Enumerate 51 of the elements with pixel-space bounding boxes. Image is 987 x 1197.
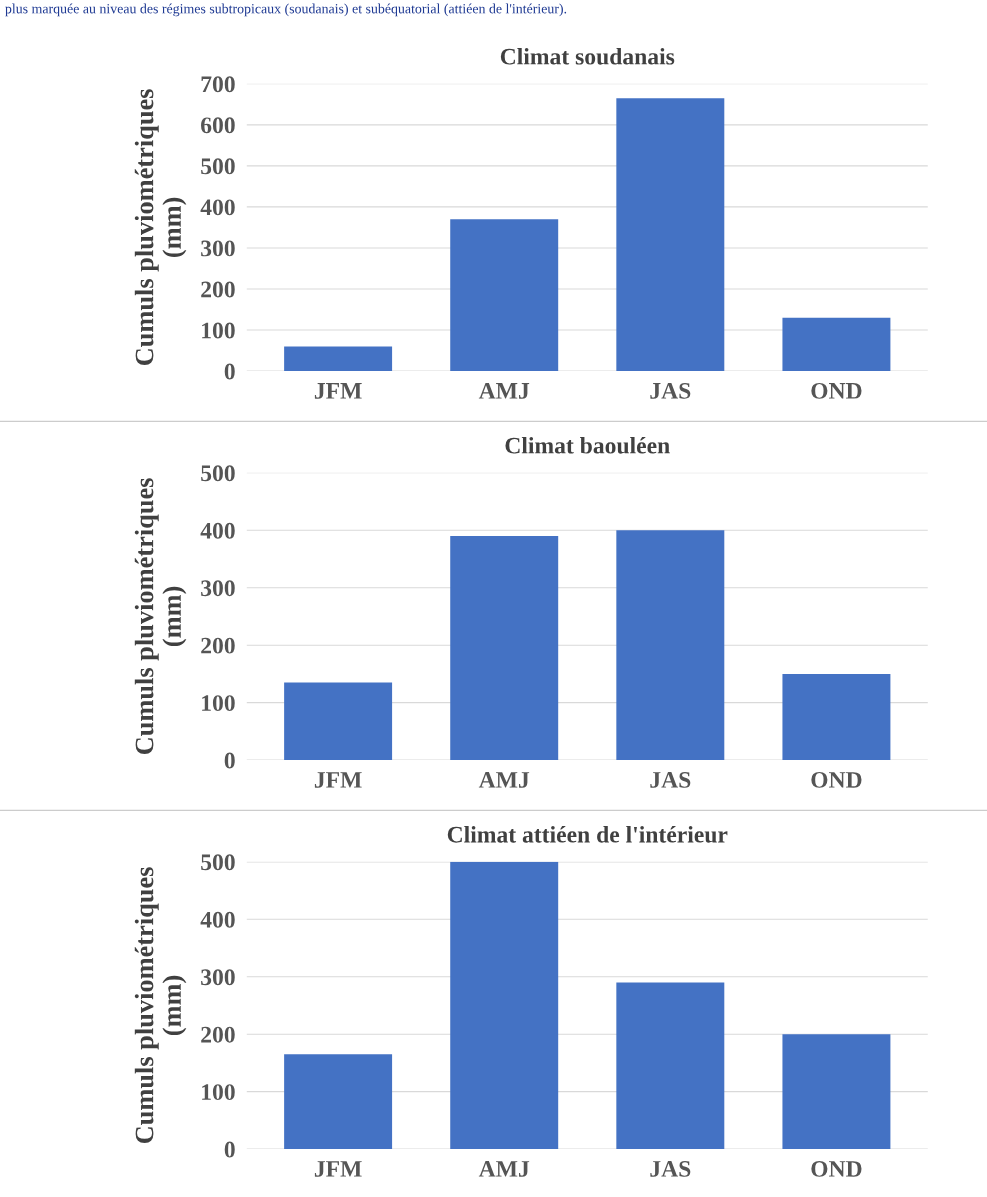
x-tick-label: AMJ xyxy=(478,382,530,399)
y-tick-label: 0 xyxy=(224,363,235,380)
bar xyxy=(782,673,891,761)
bar xyxy=(284,346,393,372)
y-tick-label: 500 xyxy=(201,465,235,482)
y-axis-title: Cumuls pluviométriques (mm) xyxy=(134,478,187,755)
y-tick-label: 400 xyxy=(200,522,235,539)
y-tick-label: 100 xyxy=(202,322,235,339)
y-tick-label: 200 xyxy=(201,281,235,298)
text: plus marquée au niveau des régimes subtropicaux (soudanais) et subéquatorial (attiéen de l'intérieur). xyxy=(5,3,567,17)
x-tick-label: OND xyxy=(811,771,862,788)
bar xyxy=(450,219,559,372)
chart-title: Climat soudanais xyxy=(500,47,675,65)
y-tick-label: 200 xyxy=(201,637,235,654)
x-tick-label: JAS xyxy=(650,771,691,788)
bar xyxy=(284,682,393,761)
y-axis-title: Cumuls pluviométriques (mm) xyxy=(134,89,187,366)
bar xyxy=(450,861,559,1150)
x-tick-label: OND xyxy=(811,1160,862,1177)
y-tick-label: 400 xyxy=(200,199,235,216)
x-tick-label: JAS xyxy=(650,382,691,399)
x-tick-label: JFM xyxy=(314,1161,362,1177)
x-tick-label: AMJ xyxy=(478,1161,530,1177)
chart-title: Climat baouléen xyxy=(505,436,670,454)
y-tick-label: 600 xyxy=(201,117,235,134)
y-axis-title: Cumuls pluviométriques (mm) xyxy=(134,867,187,1144)
y-tick-label: 700 xyxy=(201,76,235,93)
y-tick-label: 300 xyxy=(201,580,235,597)
y-tick-label: 500 xyxy=(201,854,235,871)
y-tick-label: 0 xyxy=(224,752,235,769)
y-tick-label: 0 xyxy=(224,1141,235,1158)
x-tick-label: AMJ xyxy=(478,772,530,788)
y-tick-label: 100 xyxy=(202,695,235,712)
y-tick-label: 500 xyxy=(201,158,235,175)
bar xyxy=(284,1054,393,1150)
bar xyxy=(782,317,891,372)
x-tick-label: JAS xyxy=(650,1160,691,1177)
y-tick-label: 100 xyxy=(202,1084,235,1101)
bar xyxy=(616,982,725,1150)
x-tick-label: JFM xyxy=(314,772,362,788)
y-tick-label: 300 xyxy=(201,240,235,257)
bar xyxy=(782,1034,891,1150)
y-tick-label: 200 xyxy=(201,1026,235,1043)
x-tick-label: OND xyxy=(811,382,862,399)
chart-title: Climat attiéen de l'intérieur xyxy=(447,825,728,843)
x-tick-label: JFM xyxy=(314,383,362,399)
bar xyxy=(616,530,725,761)
bar xyxy=(450,536,559,761)
bar xyxy=(616,98,725,372)
y-tick-label: 400 xyxy=(200,911,235,928)
y-tick-label: 300 xyxy=(201,969,235,986)
